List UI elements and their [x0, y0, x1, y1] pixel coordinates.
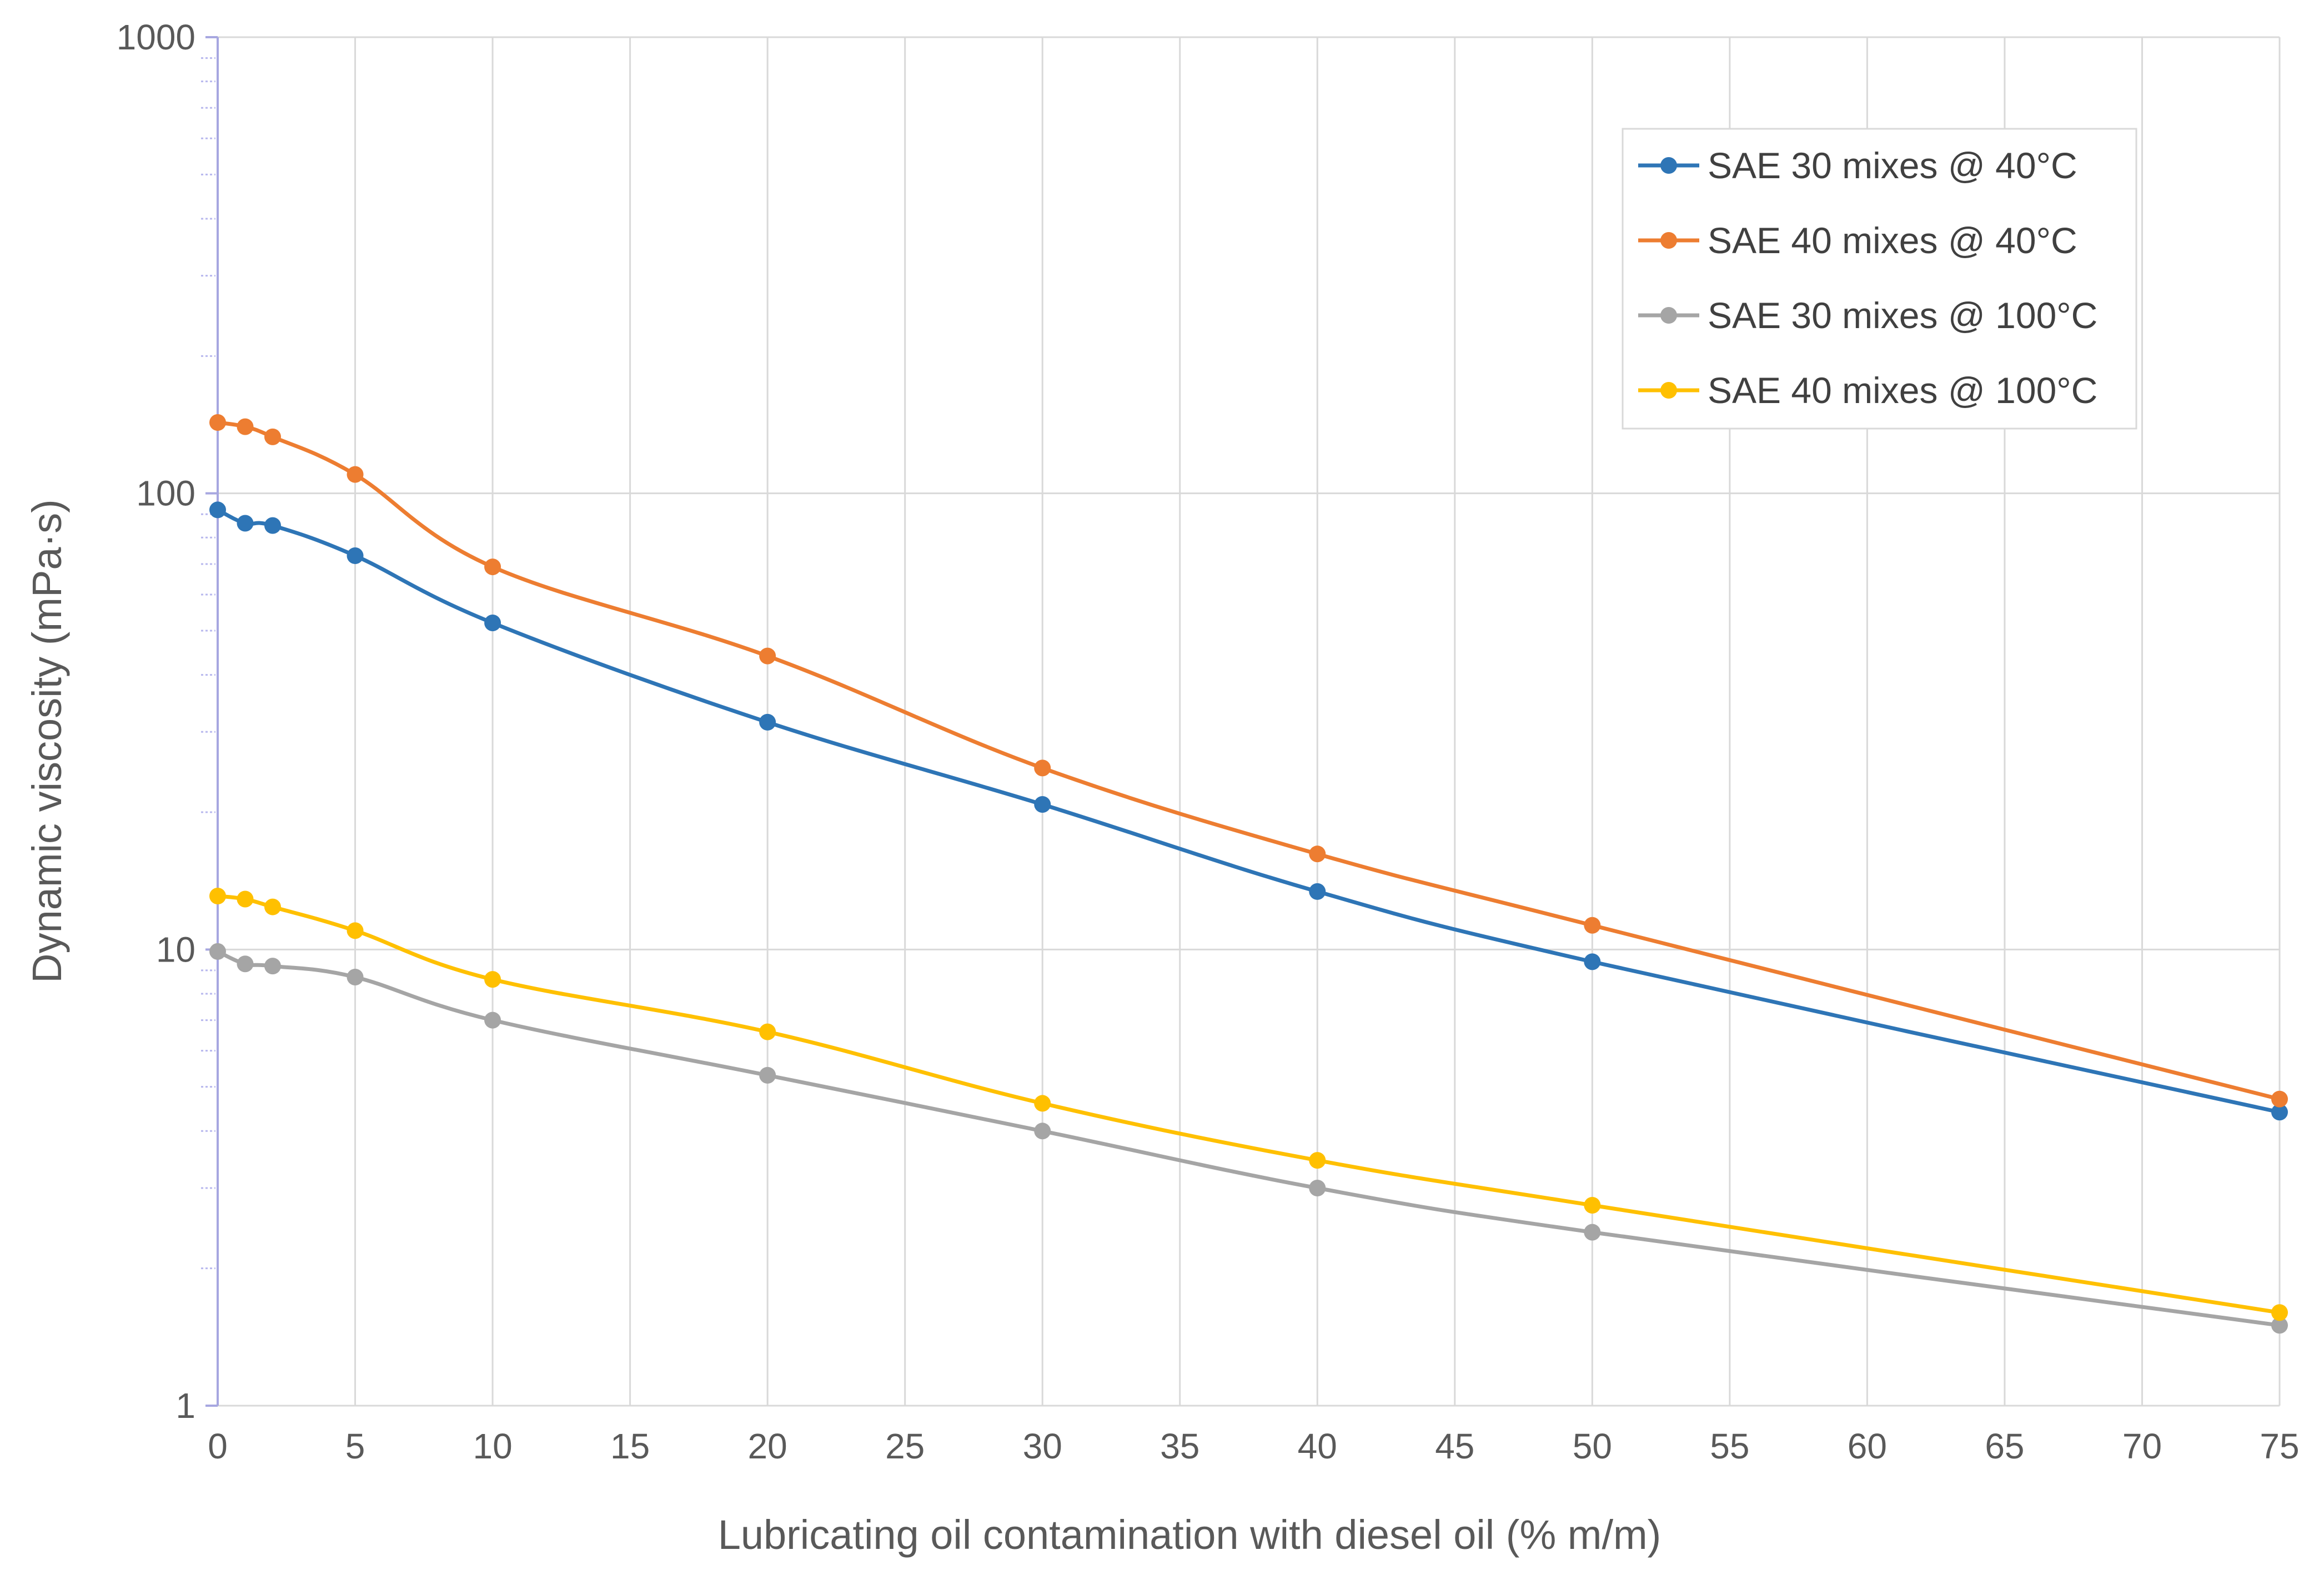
data-point — [1584, 1224, 1601, 1241]
data-point — [1309, 883, 1326, 900]
x-tick-label: 5 — [345, 1426, 365, 1466]
legend-item: SAE 40 mixes @ 40°C — [1638, 220, 2077, 261]
data-point — [237, 515, 254, 532]
y-tick-label: 10 — [156, 929, 195, 969]
data-point — [759, 1023, 776, 1040]
legend-swatch-marker — [1660, 382, 1677, 399]
y-tick-label: 100 — [136, 474, 195, 514]
x-tick-label: 45 — [1435, 1426, 1474, 1466]
x-tick-label: 35 — [1160, 1426, 1199, 1466]
x-tick-label: 25 — [885, 1426, 925, 1466]
x-tick-label: 20 — [748, 1426, 787, 1466]
data-point — [1309, 1152, 1326, 1169]
legend-box — [1622, 128, 2137, 430]
legend-item: SAE 30 mixes @ 100°C — [1638, 295, 2097, 336]
data-point — [237, 955, 254, 973]
x-tick-label: 15 — [610, 1426, 650, 1466]
data-point — [209, 887, 226, 904]
legend-label: SAE 30 mixes @ 100°C — [1708, 295, 2097, 336]
x-tick-label: 50 — [1573, 1426, 1612, 1466]
data-point — [347, 547, 364, 564]
data-point — [1584, 953, 1601, 970]
x-tick-label: 70 — [2122, 1426, 2162, 1466]
data-point — [264, 898, 282, 915]
legend-swatch-marker — [1660, 232, 1677, 249]
data-point — [1034, 796, 1051, 813]
y-tick-label: 1 — [175, 1386, 195, 1426]
data-point — [1309, 846, 1326, 863]
data-point — [237, 418, 254, 435]
data-point — [237, 890, 254, 908]
series-group — [209, 414, 2288, 1334]
data-point — [759, 1066, 776, 1084]
data-point — [209, 943, 226, 960]
data-point — [264, 517, 282, 534]
series-3 — [209, 943, 2288, 1334]
data-point — [484, 615, 501, 632]
data-point — [759, 713, 776, 731]
tick-labels: 0 5 10 15 20 25 30 35 40 45 50 55 60 65 70 75 1 10 100 1000 — [117, 17, 2300, 1466]
data-point — [209, 501, 226, 519]
data-point — [1584, 917, 1601, 934]
data-point — [484, 558, 501, 576]
data-point — [1034, 1095, 1051, 1112]
data-point — [2271, 1104, 2288, 1121]
legend-label: SAE 40 mixes @ 40°C — [1708, 220, 2077, 261]
data-point — [1584, 1197, 1601, 1214]
y-tick-label: 1000 — [117, 17, 195, 57]
legend-swatch-marker — [1660, 157, 1677, 174]
series-4 — [209, 887, 2288, 1321]
legend-swatch-marker — [1660, 307, 1677, 324]
data-point — [484, 971, 501, 988]
legend-item: SAE 30 mixes @ 40°C — [1638, 145, 2077, 186]
data-point — [1309, 1179, 1326, 1196]
legend-item: SAE 40 mixes @ 100°C — [1638, 370, 2097, 411]
data-point — [347, 969, 364, 986]
legend-label: SAE 40 mixes @ 100°C — [1708, 370, 2097, 411]
series-line — [217, 420, 2280, 1101]
data-point — [264, 428, 282, 445]
data-point — [347, 466, 364, 483]
x-tick-label: 30 — [1023, 1426, 1062, 1466]
data-point — [2271, 1317, 2288, 1334]
data-point — [209, 414, 226, 431]
data-point — [264, 958, 282, 975]
series-2 — [209, 414, 2288, 1108]
x-tick-label: 10 — [473, 1426, 512, 1466]
x-tick-label: 55 — [1710, 1426, 1749, 1466]
x-tick-label: 40 — [1298, 1426, 1337, 1466]
data-point — [347, 922, 364, 939]
series-1 — [209, 501, 2288, 1121]
y-axis-title: Dynamic viscosity (mPa·s) — [24, 499, 70, 983]
x-tick-label: 0 — [208, 1426, 228, 1466]
series-line — [217, 949, 2280, 1327]
x-tick-label: 65 — [1985, 1426, 2024, 1466]
data-point — [484, 1012, 501, 1029]
data-point — [2271, 1090, 2288, 1108]
gridlines — [217, 36, 2281, 1407]
x-tick-label: 75 — [2260, 1426, 2299, 1466]
data-point — [1034, 759, 1051, 777]
data-point — [1034, 1123, 1051, 1140]
data-point — [2271, 1304, 2288, 1321]
series-line — [217, 894, 2280, 1315]
legend: SAE 30 mixes @ 40°C SAE 40 mixes @ 40°C SA… — [1622, 128, 2137, 430]
legend-label: SAE 30 mixes @ 40°C — [1708, 145, 2077, 186]
x-tick-label: 60 — [1848, 1426, 1887, 1466]
x-axis-title: Lubricating oil contamination with diese… — [718, 1512, 1662, 1558]
series-line — [217, 508, 2280, 1114]
data-point — [759, 647, 776, 665]
